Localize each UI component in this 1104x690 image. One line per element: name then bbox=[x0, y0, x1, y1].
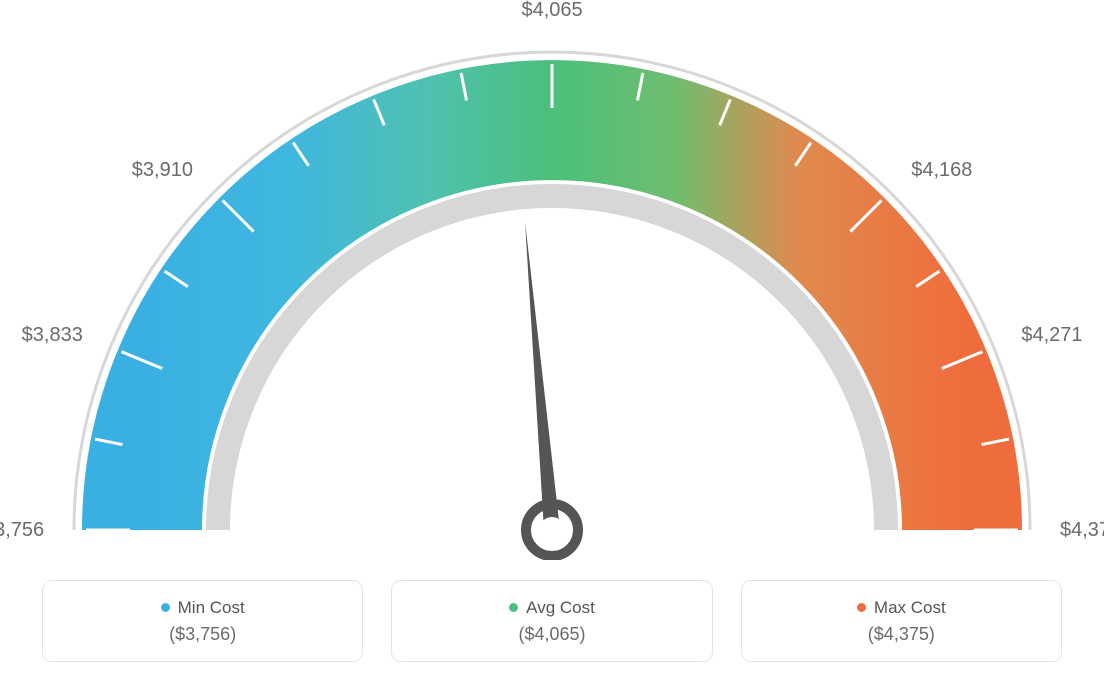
dot-icon bbox=[161, 603, 170, 612]
legend-label: Min Cost bbox=[178, 598, 245, 618]
legend-title-min: Min Cost bbox=[161, 598, 245, 618]
gauge-tick-label: $4,375 bbox=[1060, 519, 1104, 542]
legend-value-min: ($3,756) bbox=[169, 624, 236, 645]
legend-card-max: Max Cost ($4,375) bbox=[741, 580, 1062, 662]
legend-label: Max Cost bbox=[874, 598, 946, 618]
gauge-svg bbox=[0, 0, 1104, 560]
legend-row: Min Cost ($3,756) Avg Cost ($4,065) Max … bbox=[42, 580, 1062, 662]
gauge-tick-label: $4,168 bbox=[911, 159, 972, 182]
legend-card-avg: Avg Cost ($4,065) bbox=[391, 580, 712, 662]
legend-card-min: Min Cost ($3,756) bbox=[42, 580, 363, 662]
gauge-tick-label: $3,756 bbox=[0, 519, 44, 542]
legend-title-avg: Avg Cost bbox=[509, 598, 595, 618]
gauge-tick-label: $3,910 bbox=[132, 159, 193, 182]
legend-value-avg: ($4,065) bbox=[518, 624, 585, 645]
dot-icon bbox=[857, 603, 866, 612]
cost-gauge: $3,756 $3,833 $3,910 $4,065 $4,168 $4,271 $4,3… bbox=[0, 0, 1104, 560]
dot-icon bbox=[509, 603, 518, 612]
legend-value-max: ($4,375) bbox=[868, 624, 935, 645]
gauge-tick-label: $3,833 bbox=[22, 324, 83, 347]
gauge-tick-label: $4,065 bbox=[522, 0, 583, 22]
gauge-tick-label: $4,271 bbox=[1021, 324, 1082, 347]
legend-label: Avg Cost bbox=[526, 598, 595, 618]
legend-title-max: Max Cost bbox=[857, 598, 946, 618]
